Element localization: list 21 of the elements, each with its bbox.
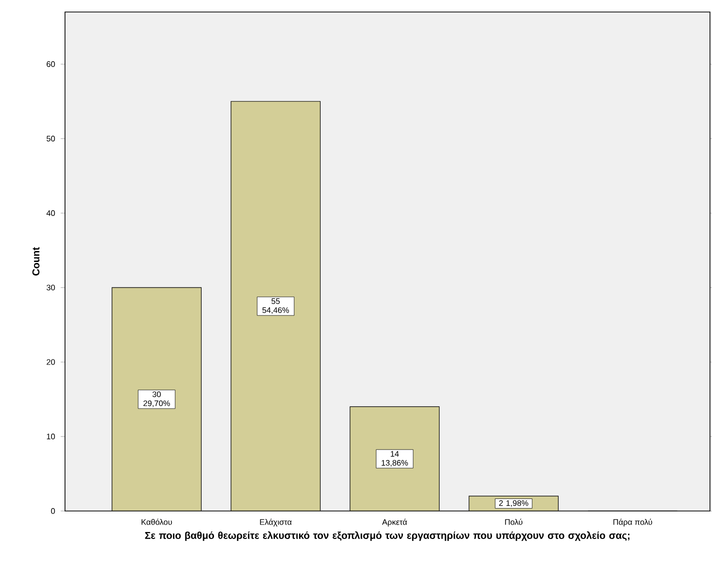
- data-label: 30 29,70%: [143, 391, 170, 408]
- y-tick-label: 60: [46, 61, 55, 67]
- x-tick-label: Πολύ: [505, 518, 522, 525]
- y-tick-label: 50: [46, 136, 55, 142]
- x-tick-label: Πάρα πολύ: [613, 518, 652, 526]
- data-label: 2 1,98%: [499, 500, 528, 507]
- y-tick-label: 10: [46, 434, 55, 440]
- y-tick-label: 40: [46, 210, 55, 216]
- bar: [350, 406, 440, 511]
- x-tick-label: Καθόλου: [142, 518, 172, 525]
- x-tick-label: Αρκετά: [382, 518, 407, 526]
- y-tick-label: 0: [51, 508, 55, 514]
- y-axis-title: Count: [32, 247, 40, 276]
- data-label: 55 54,46%: [262, 298, 289, 314]
- bar: [231, 101, 320, 511]
- data-label: 14 13,86%: [382, 451, 408, 467]
- y-tick-label: 20: [46, 359, 55, 365]
- y-tick-label: 30: [46, 284, 55, 290]
- x-axis-title: Σε ποιο βαθμό θεωρείτε ελκυστικό τον εξοπλισμό των εργαστηρίων που υπάρχουν στο σχολείο σας;: [145, 531, 630, 541]
- bar: [112, 287, 202, 511]
- x-tick-label: Ελάχιστα: [260, 518, 292, 526]
